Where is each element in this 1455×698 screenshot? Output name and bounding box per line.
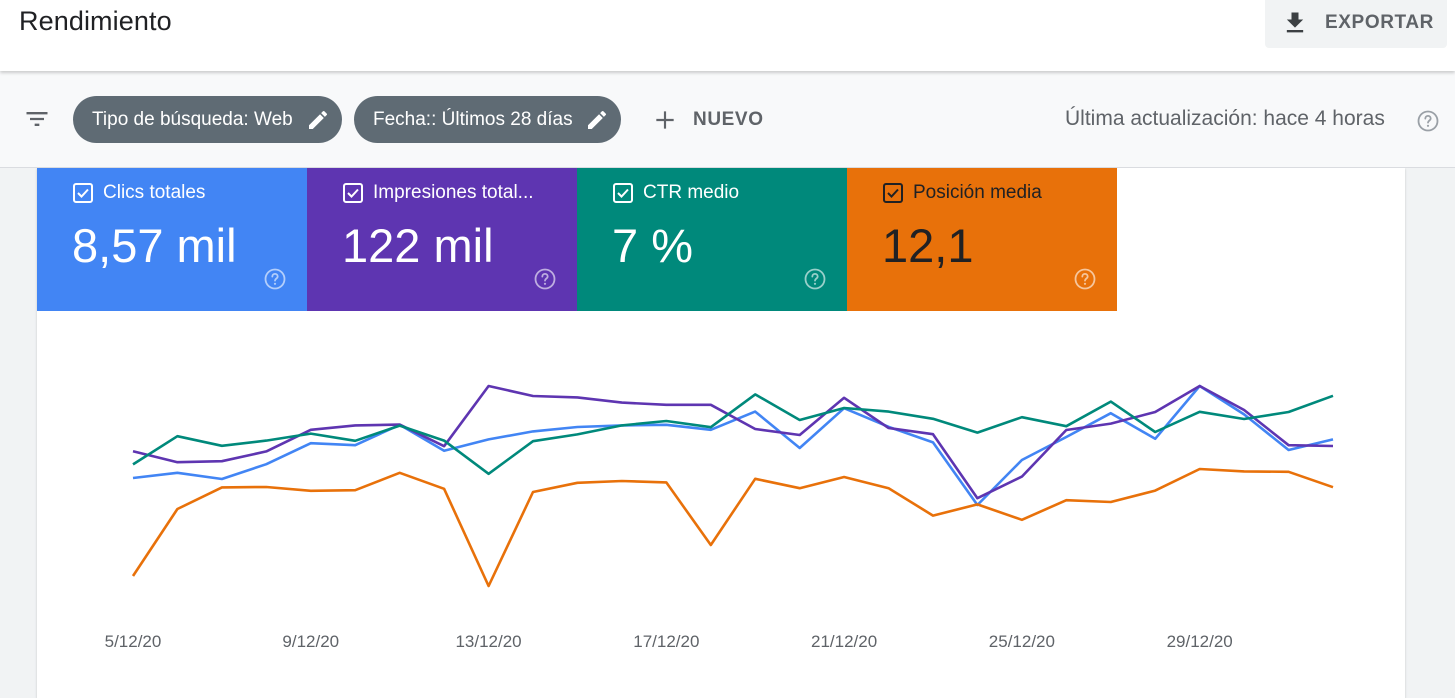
- metric-value: 8,57 mil: [72, 219, 237, 272]
- add-filter-button[interactable]: NUEVO: [648, 105, 778, 135]
- metric-label: Impresiones total...: [373, 182, 534, 203]
- x-tick-label: 13/12/20: [455, 632, 521, 651]
- metric-card-impressions[interactable]: Impresiones total... 122 mil: [307, 168, 577, 311]
- series-line-posicion: [131, 467, 1334, 588]
- export-button[interactable]: EXPORTAR: [1265, 0, 1447, 48]
- series-line-ctr: [132, 393, 1334, 476]
- export-label: EXPORTAR: [1325, 12, 1434, 33]
- x-tick-label: 25/12/20: [989, 632, 1055, 651]
- performance-line-chart[interactable]: 5/12/20 9/12/20 13/12/20 17/12/20 21/12/20 25…: [37, 311, 1405, 698]
- checkbox-checked-icon[interactable]: [883, 183, 903, 203]
- help-icon[interactable]: [1416, 109, 1440, 133]
- edit-pencil-icon[interactable]: [585, 108, 609, 132]
- checkbox-checked-icon[interactable]: [613, 183, 633, 203]
- metric-value: 122 mil: [342, 219, 494, 272]
- metric-label: Posición media: [913, 182, 1042, 203]
- x-tick-label: 17/12/20: [633, 632, 699, 651]
- plus-icon: [656, 111, 674, 129]
- metric-value: 12,1: [882, 219, 974, 272]
- help-icon[interactable]: [263, 267, 287, 291]
- filter-bar: Tipo de búsqueda: Web Fecha:: Últimos 28…: [0, 71, 1455, 168]
- metric-card-ctr[interactable]: CTR medio 7 %: [577, 168, 847, 311]
- series-line-clics: [132, 384, 1334, 507]
- metric-label: CTR medio: [643, 182, 740, 203]
- page-title: Rendimiento: [19, 6, 172, 36]
- x-tick-label: 9/12/20: [282, 632, 339, 651]
- metric-card-clicks[interactable]: Clics totales 8,57 mil: [37, 168, 307, 311]
- checkbox-checked-icon[interactable]: [73, 183, 93, 203]
- metric-card-position[interactable]: Posición media 12,1: [847, 168, 1117, 311]
- metric-label: Clics totales: [103, 182, 206, 203]
- download-icon: [1286, 12, 1304, 33]
- help-icon[interactable]: [803, 267, 827, 291]
- filter-chip-search-type[interactable]: Tipo de búsqueda: Web: [73, 96, 342, 143]
- filter-chip-label: Fecha:: Últimos 28 días: [373, 108, 573, 130]
- last-update-text: Última actualización: hace 4 horas: [1065, 107, 1385, 130]
- x-tick-label: 21/12/20: [811, 632, 877, 651]
- edit-pencil-icon[interactable]: [306, 108, 330, 132]
- checkbox-checked-icon[interactable]: [343, 183, 363, 203]
- add-filter-label: NUEVO: [693, 109, 764, 130]
- performance-card: Clics totales 8,57 mil Impresiones total…: [37, 168, 1405, 698]
- x-tick-label: 29/12/20: [1167, 632, 1233, 651]
- top-bar: Rendimiento EXPORTAR: [0, 0, 1455, 71]
- filter-list-icon[interactable]: [22, 105, 52, 133]
- help-icon[interactable]: [1073, 267, 1097, 291]
- help-icon[interactable]: [533, 267, 557, 291]
- filter-chip-date[interactable]: Fecha:: Últimos 28 días: [354, 96, 621, 143]
- filter-chip-label: Tipo de búsqueda: Web: [92, 108, 293, 130]
- metric-value: 7 %: [612, 219, 693, 272]
- x-tick-label: 5/12/20: [105, 632, 162, 651]
